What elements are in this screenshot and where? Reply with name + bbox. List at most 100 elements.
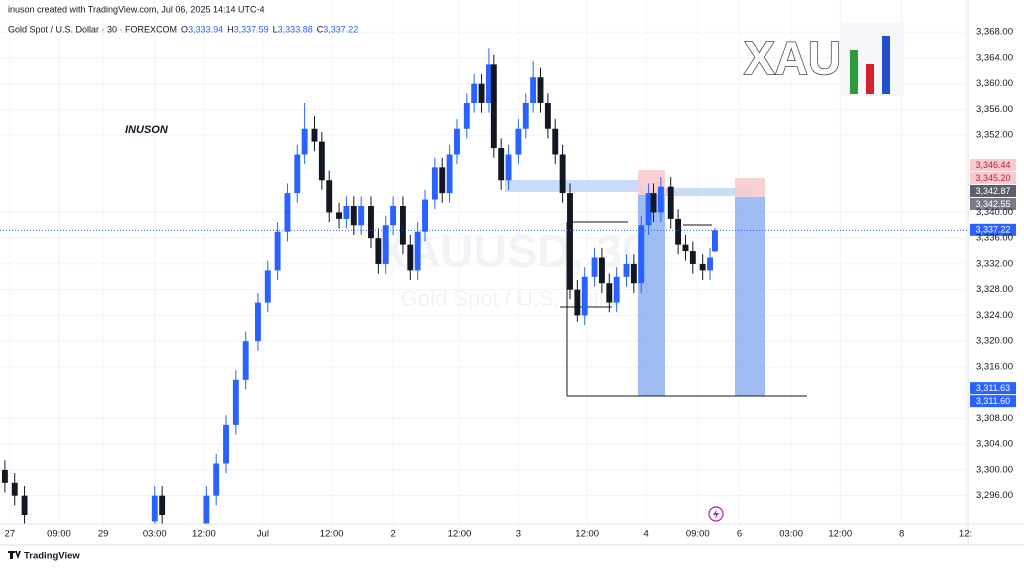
x-tick-label: 4 <box>644 529 649 540</box>
candle-body <box>606 283 613 303</box>
event-bolt <box>713 509 719 519</box>
candle-body <box>326 180 333 213</box>
candle-body <box>311 128 318 142</box>
logo-bar <box>882 36 890 94</box>
ohlc-key: O <box>181 24 188 34</box>
stop-zone <box>735 178 765 197</box>
candle-body <box>667 186 674 219</box>
ohlc-key: L <box>273 24 278 34</box>
candle-body <box>591 257 598 277</box>
x-tick-label: 6 <box>737 529 742 540</box>
candle-body <box>711 230 718 252</box>
x-tick-label: 12:00 <box>320 529 344 540</box>
x-tick-label: 2 <box>390 529 395 540</box>
candle-body <box>463 102 470 129</box>
y-tick-label: 3,316.00 <box>976 361 1013 372</box>
x-tick-label: 09:00 <box>686 529 710 540</box>
candle-body <box>682 244 689 252</box>
candle-body <box>399 205 406 245</box>
candle-body <box>350 205 357 226</box>
ohlc-value: 3,337.59 <box>234 24 269 34</box>
candle-body <box>223 424 229 464</box>
ohlc-value: 3,333.94 <box>188 24 223 34</box>
candle-body <box>505 154 512 181</box>
candle-body <box>454 128 460 155</box>
ohlc: O 3,333.94 H 3,337.59 L 3,333.88 C 3,337.22 <box>181 24 358 34</box>
candle-body <box>613 276 620 303</box>
symbol-line: Gold Spot / U.S. Dollar · 30 · FOREXCOM <box>8 24 177 34</box>
x-tick-label: 27 <box>5 529 16 540</box>
price-tag-bg <box>970 223 1016 236</box>
event-icon[interactable] <box>708 506 724 522</box>
candle-body <box>630 263 637 284</box>
y-tick-label: 3,364.00 <box>976 52 1013 63</box>
y-tick-label: 3,368.00 <box>976 27 1013 38</box>
y-tick-label: 3,352.00 <box>976 130 1013 141</box>
y-tick-label: 3,308.00 <box>976 413 1013 424</box>
candle-body <box>638 225 645 284</box>
price-tag-bg <box>970 395 1016 408</box>
y-tick-label: 3,356.00 <box>976 104 1013 115</box>
logo-bar <box>866 64 874 94</box>
x-tick-label: 03:00 <box>779 529 803 540</box>
candle-body <box>623 263 630 277</box>
candle-body <box>431 167 438 200</box>
price-tag: 3,342.87 <box>975 186 1010 196</box>
candle-body <box>151 495 158 522</box>
annotation: INUSON <box>125 124 169 136</box>
y-tick-label: 3,328.00 <box>976 284 1013 295</box>
ohlc-key: C <box>317 24 324 34</box>
price-tag: 3,337.22 <box>975 225 1010 235</box>
x-tick-label: 12: <box>959 529 972 540</box>
y-tick-label: 3,324.00 <box>976 310 1013 321</box>
candle-body <box>598 257 605 284</box>
candle-body <box>375 238 382 264</box>
candle-body <box>498 148 505 181</box>
candle-body <box>159 495 166 515</box>
x-tick-label: 12:00 <box>448 529 472 540</box>
y-tick-label: 3,300.00 <box>976 464 1013 475</box>
candle-body <box>552 128 559 155</box>
candle-body <box>485 64 492 103</box>
candle-body <box>522 102 529 129</box>
price-tag: 3,342.55 <box>975 199 1010 209</box>
candle-body <box>382 225 389 264</box>
candle-body <box>559 154 566 194</box>
grid <box>0 0 968 524</box>
x-tick-label: 12:00 <box>828 529 852 540</box>
candle-body <box>581 276 588 316</box>
x-tick-label: 09:00 <box>47 529 71 540</box>
price-tag: 3,311.60 <box>976 396 1010 406</box>
candle-body <box>318 141 325 181</box>
candle-body <box>1 469 8 483</box>
candle-body <box>232 379 239 425</box>
target-zone <box>735 197 765 396</box>
price-tag-bg <box>970 184 1016 197</box>
ohlc-key: H <box>227 24 234 34</box>
price-tag: 3,345.20 <box>975 173 1010 183</box>
candle-body <box>478 83 485 103</box>
candle-body <box>11 482 18 496</box>
candle-body <box>422 199 428 232</box>
logo-bar <box>850 50 858 94</box>
candle-body <box>264 270 271 303</box>
y-tick-label: 3,360.00 <box>976 78 1013 89</box>
x-tick-label: 03:00 <box>143 529 167 540</box>
candle-body <box>707 257 713 271</box>
candle-body <box>675 218 682 245</box>
price-tag-bg <box>970 158 1016 171</box>
candle-body <box>294 154 301 194</box>
y-tick-label: 3,336.00 <box>976 233 1013 244</box>
x-tick-label: Jul <box>257 529 269 540</box>
candles <box>1 48 718 524</box>
price-tag: 3,311.63 <box>976 383 1010 393</box>
y-tick-label: 3,296.00 <box>976 490 1013 501</box>
candle-body <box>574 289 581 316</box>
y-tick-label: 3,340.00 <box>976 207 1013 218</box>
candle-body <box>645 193 652 226</box>
candle-body <box>537 77 544 103</box>
candle-body <box>242 341 249 380</box>
candle-body <box>21 495 28 515</box>
range-band <box>505 180 642 192</box>
candle-body <box>530 77 537 103</box>
